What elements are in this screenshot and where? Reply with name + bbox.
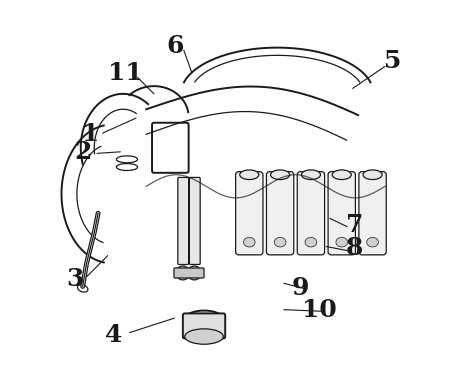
Text: 1: 1	[82, 122, 99, 146]
Text: 7: 7	[346, 213, 363, 237]
FancyBboxPatch shape	[183, 314, 225, 338]
Ellipse shape	[332, 170, 351, 180]
Text: 3: 3	[67, 267, 84, 291]
Circle shape	[188, 266, 201, 280]
Ellipse shape	[185, 329, 223, 344]
Circle shape	[176, 266, 190, 280]
FancyBboxPatch shape	[297, 171, 325, 255]
FancyBboxPatch shape	[359, 171, 386, 255]
FancyBboxPatch shape	[236, 171, 263, 255]
FancyBboxPatch shape	[267, 171, 294, 255]
Text: 5: 5	[384, 49, 401, 73]
Ellipse shape	[305, 237, 317, 247]
Text: 4: 4	[105, 322, 122, 346]
Ellipse shape	[363, 170, 382, 180]
FancyBboxPatch shape	[178, 177, 188, 265]
Ellipse shape	[240, 170, 259, 180]
Text: 8: 8	[346, 236, 363, 260]
Text: 11: 11	[108, 61, 142, 85]
Text: 2: 2	[74, 140, 91, 164]
FancyBboxPatch shape	[328, 171, 355, 255]
Circle shape	[191, 270, 197, 276]
Ellipse shape	[185, 310, 223, 328]
Text: 10: 10	[302, 298, 337, 322]
Ellipse shape	[243, 237, 255, 247]
FancyBboxPatch shape	[189, 177, 200, 265]
Text: 6: 6	[166, 34, 184, 58]
FancyBboxPatch shape	[174, 268, 204, 278]
Circle shape	[180, 270, 186, 276]
Ellipse shape	[274, 237, 286, 247]
Ellipse shape	[271, 170, 290, 180]
Text: 9: 9	[292, 276, 309, 300]
Ellipse shape	[301, 170, 321, 180]
Ellipse shape	[336, 237, 347, 247]
Ellipse shape	[367, 237, 378, 247]
